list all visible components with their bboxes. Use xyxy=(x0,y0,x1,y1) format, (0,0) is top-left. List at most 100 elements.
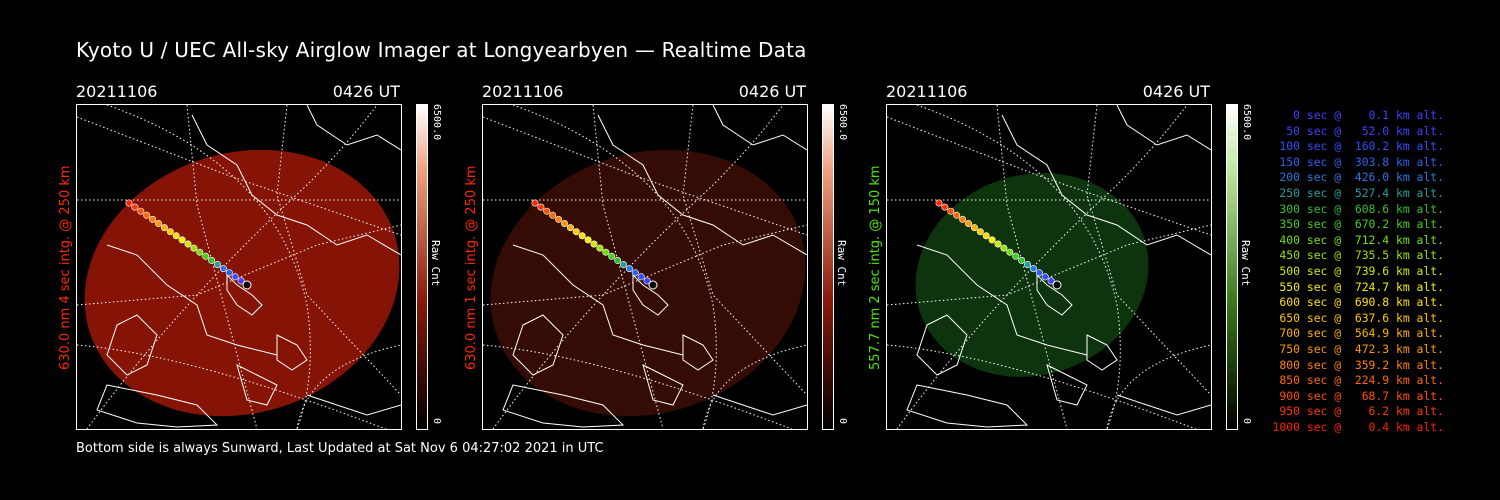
trajectory-point xyxy=(184,240,192,248)
legend-entry: 250 sec @ 527.4 km alt. xyxy=(1272,185,1444,200)
coastline xyxy=(682,334,714,371)
trajectory-point xyxy=(219,265,227,273)
coastline xyxy=(96,384,219,428)
legend-entry: 600 sec @ 690.8 km alt. xyxy=(1272,295,1444,310)
trajectory-point xyxy=(608,252,616,260)
panel-date: 20211106 xyxy=(76,82,158,101)
trajectory-point xyxy=(620,261,628,269)
trajectory-point xyxy=(1029,265,1037,273)
coastline xyxy=(306,394,401,416)
colorbar xyxy=(1226,104,1238,430)
coastline xyxy=(191,114,401,256)
trajectory-point xyxy=(1024,261,1032,269)
graticule-line xyxy=(276,105,401,396)
coastline xyxy=(916,314,968,376)
trajectory-point xyxy=(231,273,239,281)
graticule-line xyxy=(483,116,807,236)
coastline xyxy=(512,244,684,356)
panel-wavelength-label: 630.0 nm 4 sec intg. @ 250 km xyxy=(58,165,73,370)
trajectory-point xyxy=(947,207,955,215)
coastline xyxy=(276,334,308,371)
graticule-line xyxy=(1086,105,1211,396)
graticule-line xyxy=(483,344,793,429)
graticule-line xyxy=(186,105,258,429)
coastline xyxy=(1086,334,1118,371)
trajectory-point xyxy=(988,236,996,244)
legend-entry: 700 sec @ 564.9 km alt. xyxy=(1272,326,1444,341)
trajectory-point xyxy=(208,256,216,264)
site-marker xyxy=(1052,280,1062,290)
legend-entry: 800 sec @ 359.2 km alt. xyxy=(1272,357,1444,372)
coastline xyxy=(1036,273,1073,316)
trajectory-point xyxy=(149,215,157,223)
page-title: Kyoto U / UEC All-sky Airglow Imager at … xyxy=(76,38,807,62)
legend-entry: 0 sec @ 0.1 km alt. xyxy=(1272,108,1444,122)
coastline xyxy=(916,244,1088,356)
trajectory-point xyxy=(549,211,557,219)
trajectory-point xyxy=(572,228,580,236)
map-frame xyxy=(76,104,402,430)
trajectory-point xyxy=(953,211,961,219)
trajectory-point xyxy=(172,232,180,240)
coastline xyxy=(632,273,669,316)
trajectory-point xyxy=(602,248,610,256)
colorbar-unit: Raw Cnt xyxy=(835,240,848,287)
legend-entry: 750 sec @ 472.3 km alt. xyxy=(1272,341,1444,356)
coastline xyxy=(226,273,263,316)
trajectory-point xyxy=(935,199,943,207)
graticule-line xyxy=(887,224,1211,306)
legend-entry: 850 sec @ 224.9 km alt. xyxy=(1272,373,1444,388)
legend-entry: 150 sec @ 303.8 km alt. xyxy=(1272,154,1444,169)
colorbar-min: 0 xyxy=(431,418,442,425)
image-panel-3: 20211106 0426 UT 557.7 nm 2 sec intg. @ 15… xyxy=(868,80,1266,440)
trajectory-point xyxy=(537,203,545,211)
graticule-line xyxy=(483,224,807,306)
colorbar-unit: Raw Cnt xyxy=(1239,240,1252,287)
graticule-line xyxy=(492,105,784,429)
legend-entry: 500 sec @ 739.6 km alt. xyxy=(1272,263,1444,278)
trajectory-point xyxy=(178,236,186,244)
colorbar xyxy=(822,104,834,430)
coastline xyxy=(106,244,278,356)
trajectory-point xyxy=(584,236,592,244)
trajectory-point xyxy=(982,232,990,240)
site-marker xyxy=(648,280,658,290)
coastline xyxy=(236,364,278,406)
coastline xyxy=(712,394,807,416)
colorbar-unit: Raw Cnt xyxy=(429,240,442,287)
legend-entry: 50 sec @ 52.0 km alt. xyxy=(1272,123,1444,138)
coastline xyxy=(906,384,1029,428)
trajectory-point xyxy=(225,269,233,277)
legend-entry: 450 sec @ 735.5 km alt. xyxy=(1272,248,1444,263)
trajectory-point xyxy=(155,220,163,228)
legend-entry: 200 sec @ 426.0 km alt. xyxy=(1272,170,1444,185)
trajectory-point xyxy=(137,207,145,215)
panel-wavelength-label: 557.7 nm 2 sec intg. @ 150 km xyxy=(868,165,883,370)
graticule-line xyxy=(86,105,378,429)
allsky-image-1 xyxy=(77,105,401,429)
graticule-line xyxy=(682,105,807,396)
trajectory-point xyxy=(625,265,633,273)
legend-entry: 650 sec @ 637.6 km alt. xyxy=(1272,310,1444,325)
coastline xyxy=(1116,105,1211,151)
panel-date: 20211106 xyxy=(482,82,564,101)
allsky-image-2 xyxy=(483,105,807,429)
trajectory-point xyxy=(965,220,973,228)
trajectory-legend: 0 sec @ 0.1 km alt. 50 sec @ 52.0 km alt… xyxy=(1262,108,1444,435)
map-frame xyxy=(886,104,1212,430)
trajectory-point xyxy=(959,215,967,223)
coastline xyxy=(642,364,684,406)
trajectory-point xyxy=(1018,256,1026,264)
colorbar-max: 6500.0 xyxy=(1241,104,1252,141)
footer-status: Bottom side is always Sunward, Last Upda… xyxy=(76,441,604,456)
image-panel-2: 20211106 0426 UT 630.0 nm 1 sec intg. @ 25… xyxy=(464,80,862,440)
graticule-line xyxy=(77,116,401,236)
trajectory-point xyxy=(543,207,551,215)
legend-entry: 550 sec @ 724.7 km alt. xyxy=(1272,279,1444,294)
legend-entry: 900 sec @ 68.7 km alt. xyxy=(1272,388,1444,403)
legend-entry: 100 sec @ 160.2 km alt. xyxy=(1272,139,1444,154)
coastline xyxy=(512,314,564,376)
trajectory-point xyxy=(1012,252,1020,260)
trajectory-point xyxy=(190,244,198,252)
graticule-line xyxy=(512,105,717,429)
